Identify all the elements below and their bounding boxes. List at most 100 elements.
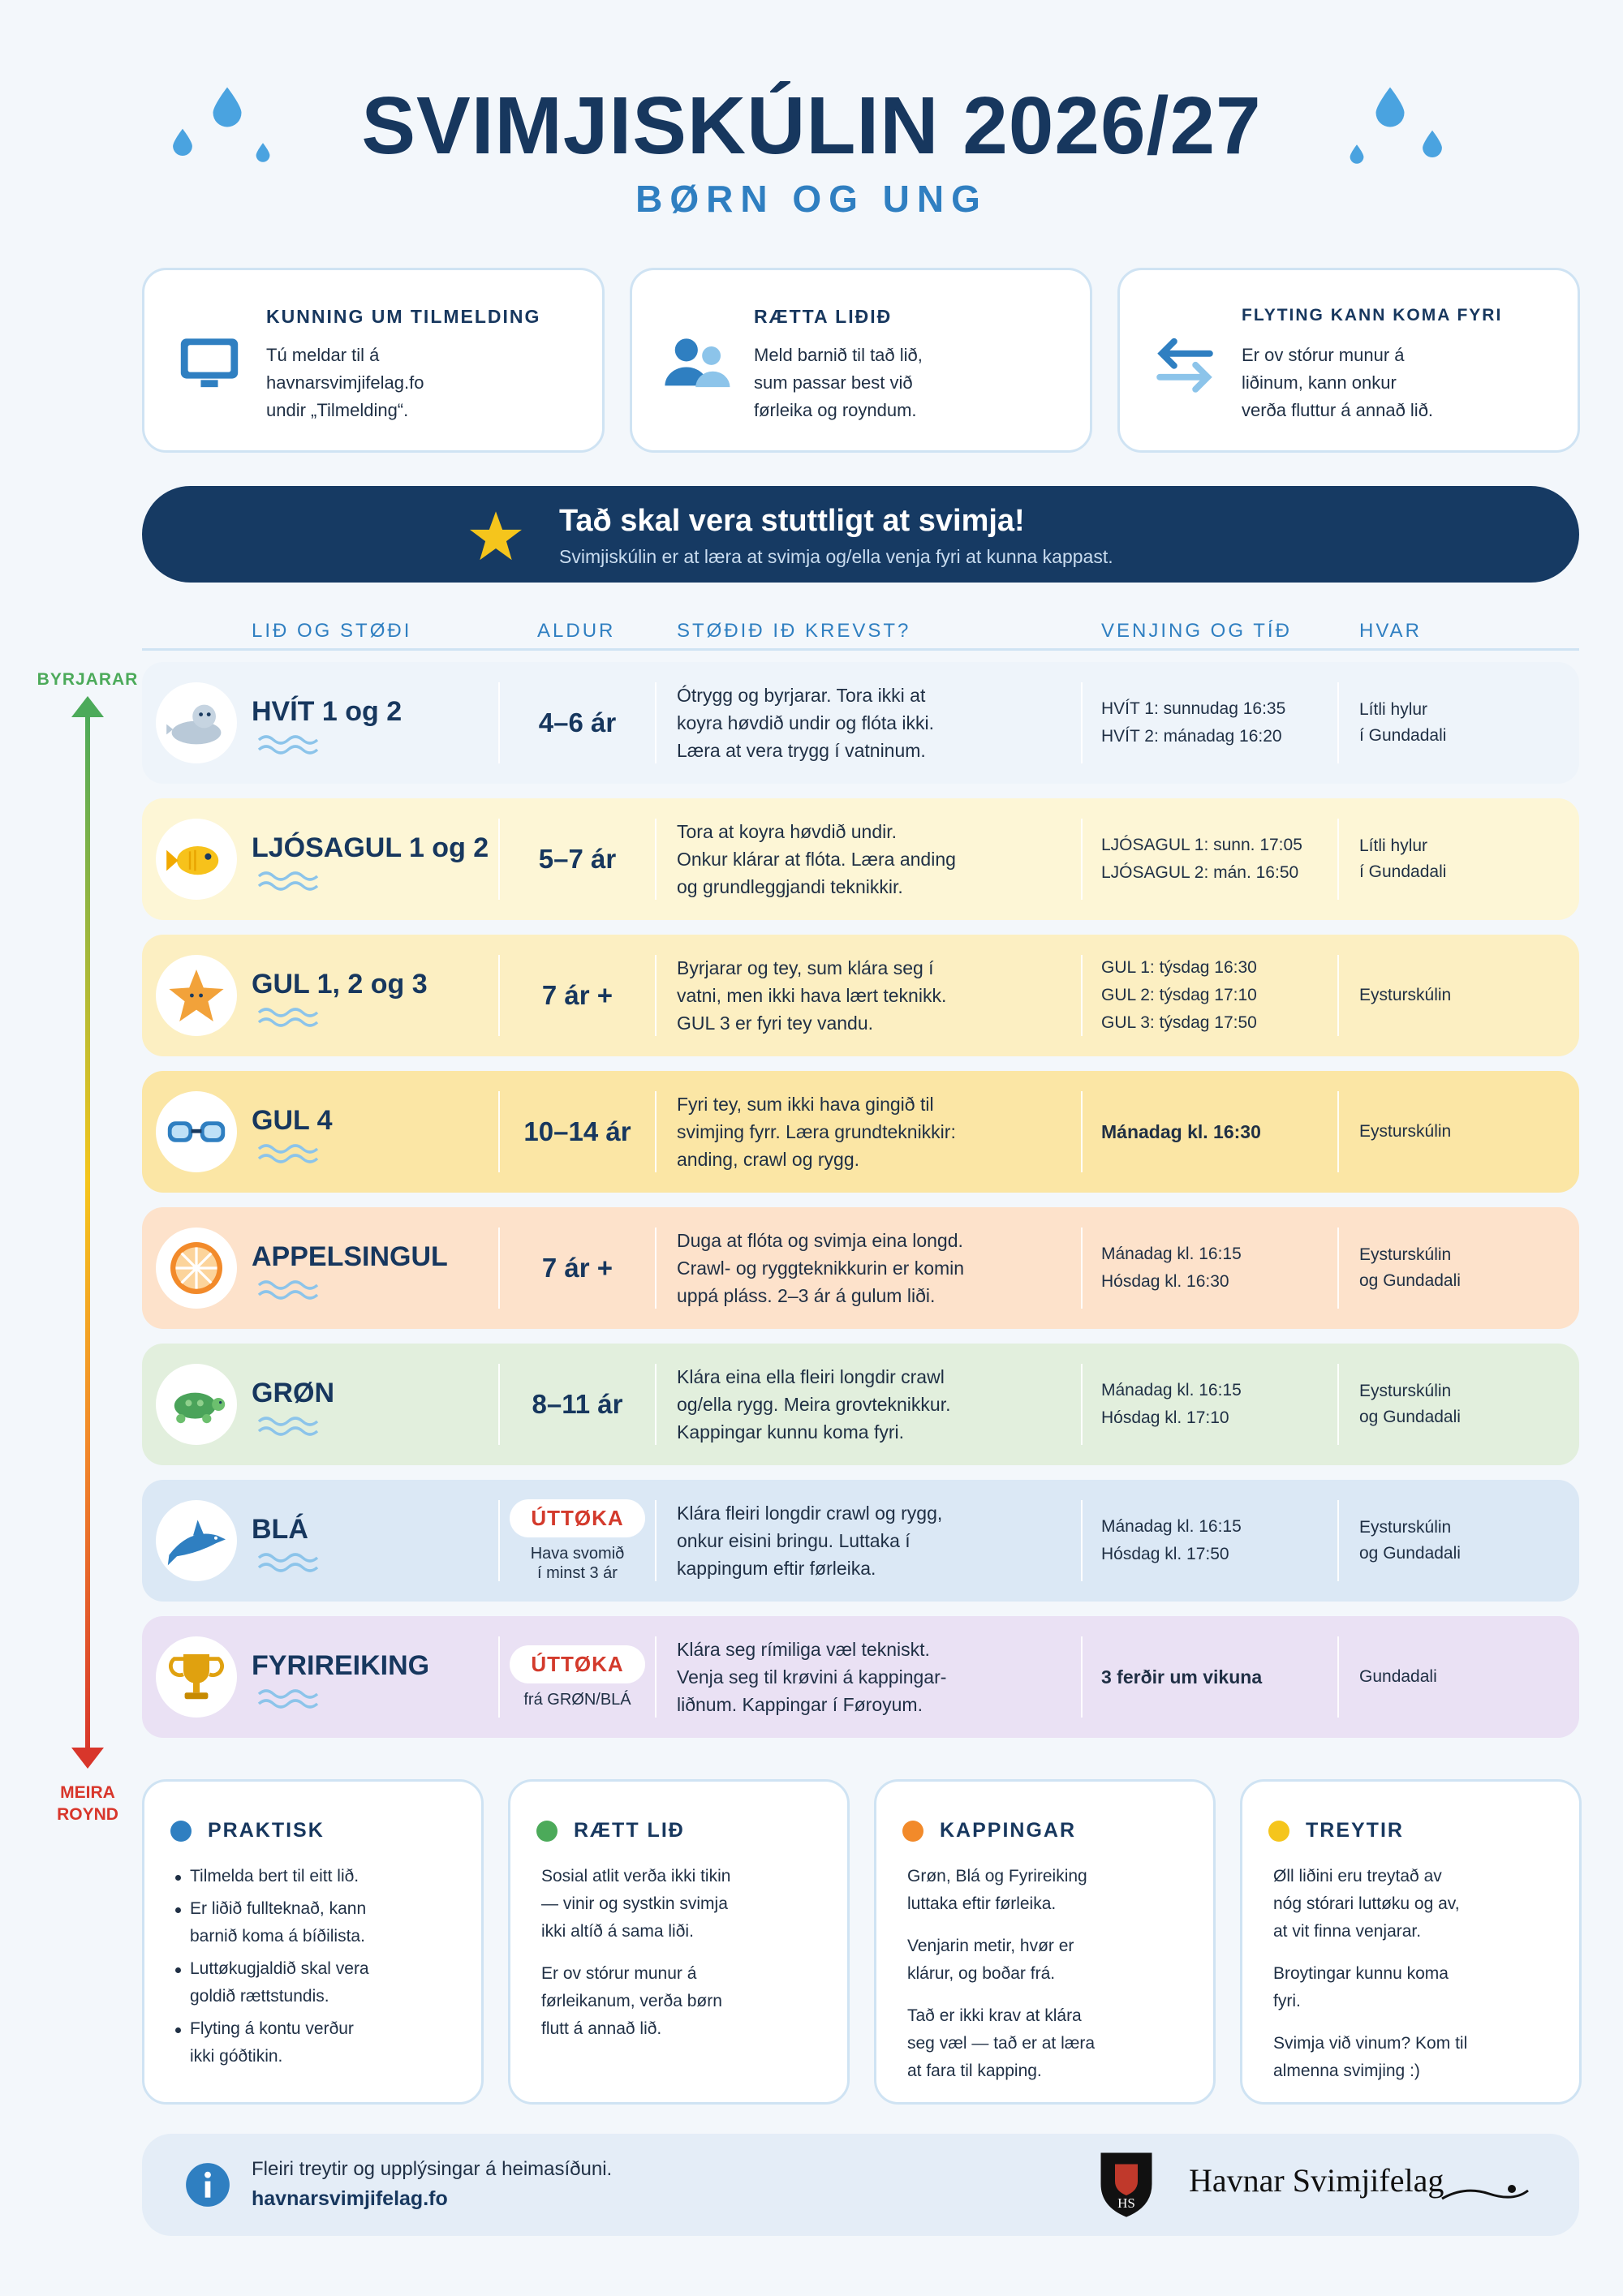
bullet-dot — [175, 1967, 181, 1973]
location-line: Eysturskúlin — [1359, 1245, 1452, 1264]
bullet-dot — [175, 2027, 181, 2033]
note-line: ikki altíð á sama liði. — [541, 1922, 694, 1941]
wave — [252, 1279, 325, 1301]
requirements: Fyri tey, sum ikki hava gingið til svimji… — [677, 1071, 1074, 1193]
requirements: Tora at koyra høvdið undir. Onkur klárar … — [677, 798, 1074, 920]
note-line: luttaka eftir førleika. — [907, 1894, 1057, 1913]
water-drop — [253, 138, 273, 166]
location: Lítli hylur í Gundadali — [1359, 662, 1570, 784]
note-line: Flyting á kontu verður — [190, 2019, 354, 2038]
column-divider — [655, 682, 657, 763]
age-note-line: Hava svomið — [530, 1544, 625, 1563]
group-icon — [156, 1228, 237, 1309]
note-line: barnið koma á bíðilista. — [190, 1927, 365, 1946]
info-icon — [174, 329, 245, 400]
footer-line: Fleiri treytir og upplýsingar á heimasíð… — [252, 2158, 613, 2180]
location: Eysturskúlin og Gundadali — [1359, 1207, 1570, 1329]
group-name: LJÓSAGUL 1 og 2 — [252, 832, 489, 863]
location: Eysturskúlin — [1359, 935, 1570, 1056]
info-icon — [1149, 329, 1220, 400]
info-line: undir „Tilmelding“. — [266, 400, 409, 420]
location: Lítli hylur í Gundadali — [1359, 798, 1570, 920]
note-line: seg væl — tað er at læra — [907, 2034, 1096, 2053]
requirements-line: liðnum. Kappingar í Føroyum. — [677, 1694, 923, 1715]
age: 4–6 ár — [538, 707, 617, 737]
wave — [252, 870, 325, 892]
column-divider — [655, 1636, 657, 1718]
group-icon-art — [164, 1236, 229, 1301]
wave — [252, 733, 325, 756]
schedule: Mánadag kl. 16:15 Hósdag kl. 17:10 — [1101, 1344, 1337, 1465]
requirements-line: anding, crawl og rygg. — [677, 1149, 860, 1170]
note-dot — [170, 1821, 192, 1842]
info-line: Tú meldar til á — [266, 345, 380, 365]
column-divider — [1337, 1500, 1339, 1581]
banner-text: Svimjiskúlin er at læra at svimja og/ell… — [559, 546, 1113, 567]
note-line: ikki góðtikin. — [190, 2047, 283, 2066]
group-icon — [156, 1636, 237, 1718]
requirements: Byrjarar og tey, sum klára seg í vatni, m… — [677, 935, 1074, 1056]
column-divider — [498, 1091, 500, 1172]
schedule: LJÓSAGUL 1: sunn. 17:05 LJÓSAGUL 2: mán. … — [1101, 798, 1337, 920]
group-name: APPELSINGUL — [252, 1241, 448, 1272]
column-header: HVAR — [1359, 620, 1422, 642]
age-note: Hava svomið í minst 3 ár — [531, 1544, 625, 1583]
location: Gundadali — [1359, 1616, 1570, 1738]
note-line: almenna svimjing :) — [1273, 2062, 1420, 2080]
scale-bottom-line: ROYND — [57, 1805, 118, 1824]
age-note-line: frá GRØN/BLÁ — [523, 1690, 631, 1709]
note-body: Øll liðini eru treytað av nóg stórari lut… — [1273, 1863, 1565, 2100]
age: 5–7 ár — [538, 844, 617, 874]
info-text: Er ov stórur munur á liðinum, kann onkur v… — [1242, 342, 1433, 424]
requirements-line: Klára seg rímiliga væl tekniskt. — [677, 1639, 930, 1660]
column-divider — [655, 819, 657, 900]
note-dot — [1268, 1821, 1289, 1842]
note-line: førleikanum, verða børn — [541, 1992, 722, 2010]
club-logo: Havnar Svimjifelag — [1189, 2162, 1444, 2199]
club-badge: HS — [1098, 2150, 1155, 2218]
group-icon-art — [164, 1372, 229, 1437]
info-text: Tú meldar til á havnarsvimjifelag.fo undir… — [266, 342, 424, 424]
note-line: Tað er ikki krav at klára — [907, 2006, 1082, 2025]
group-icon-art — [164, 1099, 229, 1164]
note-line: Broytingar kunnu koma — [1273, 1964, 1449, 1983]
table-row: APPELSINGUL 7 ár + Duga at flóta og svimja… — [142, 1207, 1579, 1329]
note-line: Svimja við vinum? Kom til — [1273, 2034, 1468, 2053]
paragraph: Venjarin metir, hvør er klárur, og boðar … — [907, 1933, 1199, 1988]
scale-arrow — [70, 696, 105, 1769]
note-line: at fara til kapping. — [907, 2062, 1042, 2080]
schedule: GUL 1: týsdag 16:30 GUL 2: týsdag 17:10 GU… — [1101, 935, 1337, 1056]
column-divider — [1337, 1364, 1339, 1445]
requirements: Klára eina ella fleiri longdir crawl og/e… — [677, 1344, 1074, 1465]
info-title: FLYTING KANN KOMA FYRI — [1242, 306, 1503, 325]
age-cell: 5–7 ár — [500, 798, 655, 920]
requirements-line: onkur eisini bringu. Luttaka í — [677, 1530, 911, 1551]
location-line: og Gundadali — [1359, 1271, 1461, 1290]
bullet-dot — [175, 1875, 181, 1881]
column-divider — [655, 955, 657, 1036]
group-icon — [156, 1500, 237, 1581]
club-badge-text: HS — [1117, 2195, 1135, 2211]
age: 10–14 ár — [523, 1116, 631, 1146]
column-divider — [1081, 1364, 1083, 1445]
column-divider — [1081, 1636, 1083, 1718]
water-drop — [1419, 123, 1446, 162]
schedule-line: GUL 1: týsdag 16:30 — [1101, 958, 1257, 977]
column-divider — [498, 682, 500, 763]
group-icon — [156, 1364, 237, 1445]
requirements-line: Byrjarar og tey, sum klára seg í — [677, 957, 934, 978]
info-card: FLYTING KANN KOMA FYRI Er ov stórur munur… — [1117, 268, 1580, 453]
group-icon-art — [164, 1645, 229, 1709]
bullet: Tilmelda bert til eitt lið. — [175, 1863, 467, 1890]
note-card: RÆTT LIÐ Sosial atlit verða ikki tikin — v… — [508, 1779, 850, 2105]
note-line: nóg stórari luttøku og av, — [1273, 1894, 1460, 1913]
schedule-line: Hósdag kl. 16:30 — [1101, 1272, 1229, 1291]
scale-bottom: MEIRA ROYND — [31, 1782, 144, 1825]
info-icon — [185, 2162, 230, 2208]
requirements-line: koyra høvdið undir og flóta ikki. — [677, 712, 935, 733]
column-divider — [1081, 955, 1083, 1036]
requirements-line: Ótrygg og byrjarar. Tora ikki at — [677, 685, 926, 706]
banner-title: Tað skal vera stuttligt at svimja! — [559, 504, 1025, 538]
info-line: Meld barnið til tað lið, — [754, 345, 923, 365]
age-note: frá GRØN/BLÁ — [523, 1690, 631, 1709]
